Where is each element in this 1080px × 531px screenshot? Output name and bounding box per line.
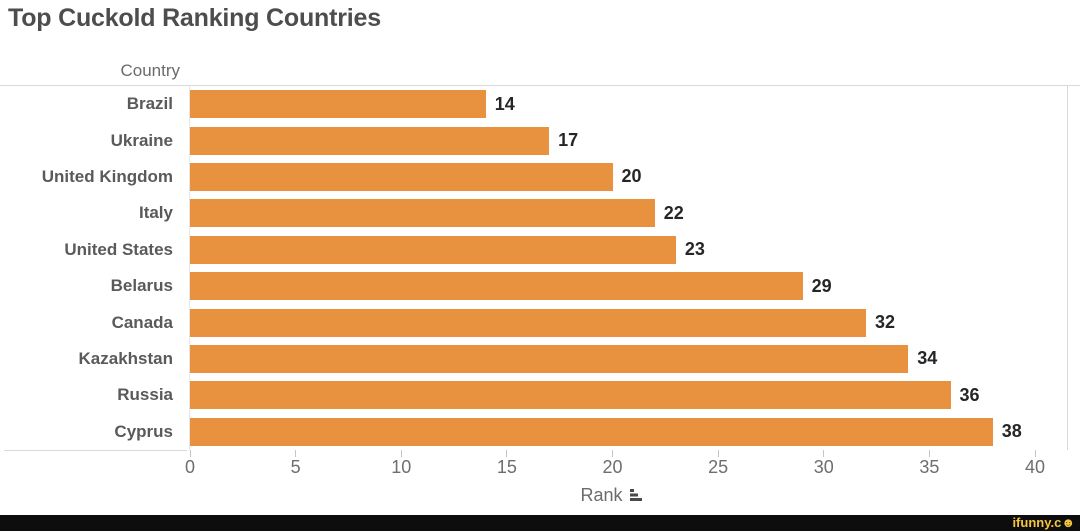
country-label: Cyprus (114, 421, 173, 441)
bar (190, 344, 909, 373)
x-axis-ticks (189, 450, 1068, 458)
x-tick (295, 450, 297, 457)
bar (190, 162, 613, 191)
x-tick-label: 30 (813, 457, 834, 477)
x-tick-label: 5 (290, 457, 301, 477)
bar (190, 308, 866, 337)
country-label: United States (64, 239, 173, 259)
country-label: Brazil (126, 94, 173, 114)
country-label: Belarus (110, 276, 173, 296)
bar-value-label: 22 (663, 202, 684, 223)
bar (190, 199, 655, 228)
bar-row: 29 (190, 272, 1067, 301)
bar (190, 235, 676, 264)
bars-column: 14 17 20 22 23 29 32 34 36 38 (190, 86, 1067, 450)
smiley-icon: ☻ (1061, 515, 1075, 530)
bar-row: 17 (190, 126, 1067, 155)
bar (190, 126, 550, 155)
x-tick (717, 450, 719, 457)
bar-value-label: 34 (917, 348, 938, 369)
bar-value-label: 20 (621, 166, 642, 187)
value-axis-title-group: Rank (189, 484, 1035, 506)
x-tick-label: 10 (391, 457, 412, 477)
country-label: Kazakhstan (78, 348, 173, 368)
country-label: Ukraine (110, 130, 173, 150)
bar-value-label: 38 (1001, 421, 1022, 442)
value-axis-title: Rank (580, 484, 623, 505)
bar-row: 14 (190, 90, 1067, 119)
x-tick-label: 0 (184, 457, 195, 477)
ifunny-watermark: ifunny.c☻ (1012, 515, 1075, 531)
bar-value-label: 29 (811, 275, 832, 296)
country-label: Canada (111, 312, 173, 332)
plot-area: 14 17 20 22 23 29 32 34 36 38 (189, 86, 1068, 450)
x-tick-label: 35 (919, 457, 940, 477)
bar (190, 90, 486, 119)
watermark-text: ifunny.c (1012, 515, 1062, 530)
country-labels-column: Brazil Ukraine United Kingdom Italy United S… (0, 86, 182, 450)
bar-value-label: 17 (558, 130, 579, 151)
country-label: Russia (117, 385, 173, 405)
ifunny-footer-bar: ifunny.c☻ (0, 515, 1080, 531)
bar-value-label: 36 (959, 384, 980, 405)
x-tick (506, 450, 508, 457)
bar-row: 20 (190, 162, 1067, 191)
bar-row: 34 (190, 344, 1067, 373)
x-tick-label: 15 (496, 457, 517, 477)
bar-value-label: 23 (684, 239, 705, 260)
chart-top-border (0, 85, 1080, 86)
x-tick (189, 450, 191, 457)
bar-row: 38 (190, 417, 1067, 446)
bar (190, 417, 993, 446)
bar (190, 272, 803, 301)
x-tick (928, 450, 930, 457)
category-axis-title: Country (120, 61, 180, 80)
bar-row: 32 (190, 308, 1067, 337)
x-tick (612, 450, 613, 457)
x-tick-label: 40 (1024, 457, 1046, 477)
bar-row: 36 (190, 381, 1067, 410)
bar-row: 22 (190, 199, 1067, 228)
x-tick-label: 25 (708, 457, 729, 477)
x-tick-label: 20 (602, 457, 623, 477)
x-axis-tick-labels: 0 5 10 15 20 25 30 35 40 (185, 457, 1068, 479)
label-column-bottom-border (4, 450, 187, 451)
bar-value-label: 32 (875, 312, 896, 333)
bar-value-label: 14 (494, 93, 515, 114)
sort-ascending-icon[interactable] (629, 488, 644, 502)
x-tick (400, 450, 402, 457)
country-label: United Kingdom (41, 166, 173, 186)
country-label: Italy (138, 203, 173, 223)
x-tick (823, 450, 825, 457)
chart-title: Top Cuckold Ranking Countries (8, 4, 381, 32)
x-tick (1034, 450, 1036, 457)
bar-row: 23 (190, 235, 1067, 264)
bar (190, 381, 951, 410)
